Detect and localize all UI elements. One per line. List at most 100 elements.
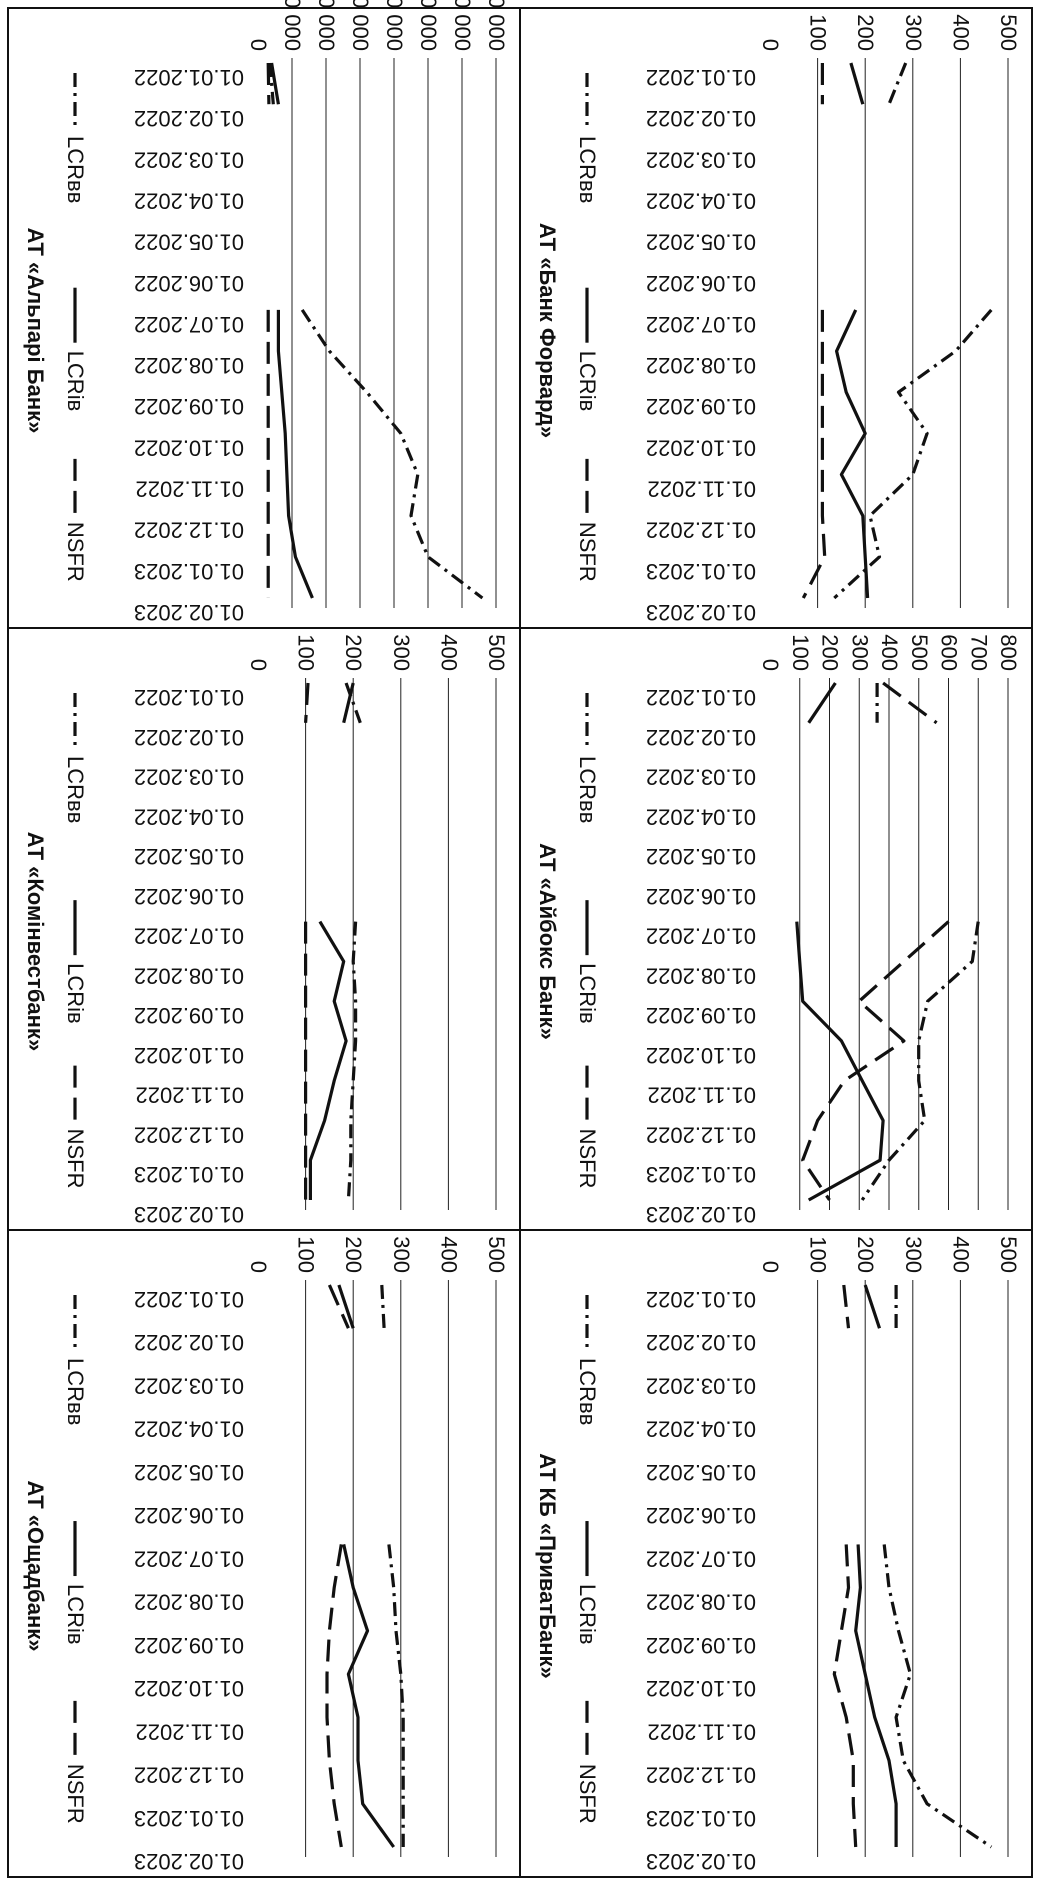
y-tick-label: 300 xyxy=(901,14,926,51)
y-tick-label: 0 xyxy=(758,659,783,671)
series-line xyxy=(795,921,885,1202)
legend-label: LCRiв xyxy=(575,963,600,1024)
x-tick-label: 01.04.2022 xyxy=(134,804,244,829)
x-tick-label: 01.10.2022 xyxy=(646,1043,756,1068)
series-line xyxy=(863,1284,882,1329)
x-tick-label: 01.11.2022 xyxy=(136,477,244,502)
chart-panel: 0 100 200 300 400 500 01.01.2022 01.02.2022 01.0… xyxy=(23,1236,509,1874)
x-tick-label: 01.04.2022 xyxy=(646,1417,756,1442)
y-tick-label: 100 xyxy=(806,1236,831,1273)
series-line xyxy=(266,62,271,105)
x-tick-label: 01.07.2022 xyxy=(134,312,244,337)
x-tick-label: 01.11.2022 xyxy=(648,477,756,502)
x-tick-label: 01.07.2022 xyxy=(134,924,244,949)
chart-panel: 0 100 200 300 400 500 01.01.2022 01.02.2022 01.0… xyxy=(535,1236,1021,1874)
y-tick-label: 200 xyxy=(853,1236,878,1273)
x-tick-label: 01.02.2023 xyxy=(134,1202,244,1227)
chart-panel: 0 100 200 300 400 500 01.01.2022 01.02.2022 01.0… xyxy=(23,634,509,1227)
x-tick-label: 01.04.2022 xyxy=(134,188,244,213)
x-tick-label: 01.03.2022 xyxy=(134,147,244,172)
y-tick-label: 10 000 xyxy=(280,0,305,51)
series-line xyxy=(346,921,358,1201)
x-tick-label: 01.01.2023 xyxy=(646,559,756,584)
x-tick-label: 01.08.2022 xyxy=(646,353,756,378)
x-tick-label: 01.12.2022 xyxy=(646,518,756,543)
series-line xyxy=(342,1544,395,1848)
series-line xyxy=(801,309,827,599)
x-tick-label: 01.02.2022 xyxy=(646,106,756,131)
x-tick-label: 01.11.2022 xyxy=(648,1083,756,1108)
x-tick-label: 01.01.2022 xyxy=(646,65,756,90)
series-line xyxy=(300,309,484,600)
legend-label: LCRiв xyxy=(63,351,88,412)
series-line xyxy=(308,920,348,1200)
series-line xyxy=(882,1544,993,1849)
series-line xyxy=(887,62,908,105)
series-line xyxy=(270,62,280,105)
series-line xyxy=(807,682,837,724)
x-tick-label: 01.08.2022 xyxy=(646,1590,756,1615)
x-tick-label: 01.11.2022 xyxy=(648,1719,756,1744)
series-line xyxy=(380,1284,386,1329)
chart-panel: 0 100 200 300 400 500 01.01.2022 01.02.2022 01.0… xyxy=(535,14,1021,625)
x-tick-label: 01.01.2023 xyxy=(134,1162,244,1187)
x-tick-label: 01.01.2023 xyxy=(134,1806,244,1831)
x-tick-label: 01.01.2022 xyxy=(646,685,756,710)
chart-title: АТ «Банк Форвард» xyxy=(535,223,560,438)
series-line xyxy=(835,309,870,599)
x-tick-label: 01.06.2022 xyxy=(134,271,244,296)
x-tick-label: 01.01.2022 xyxy=(646,1287,756,1312)
chart-title: АТ «Айбокс Банк» xyxy=(535,843,560,1040)
y-tick-label: 100 xyxy=(806,14,831,51)
y-tick-label: 50 000 xyxy=(416,0,441,51)
x-tick-label: 01.03.2022 xyxy=(134,1373,244,1398)
x-tick-label: 01.06.2022 xyxy=(646,1503,756,1528)
x-tick-label: 01.02.2022 xyxy=(646,1330,756,1355)
series-line xyxy=(342,682,355,724)
y-tick-label: 300 xyxy=(847,634,872,671)
series-line xyxy=(304,682,310,723)
legend-label: NSFR xyxy=(575,1764,600,1824)
legend-label: LCRвв xyxy=(63,756,88,823)
x-tick-label: 01.05.2022 xyxy=(134,1460,244,1485)
y-tick-label: 0 xyxy=(246,39,271,51)
x-tick-label: 01.09.2022 xyxy=(646,1633,756,1658)
series-line xyxy=(337,1284,355,1329)
x-tick-label: 01.01.2023 xyxy=(134,559,244,584)
y-tick-label: 700 xyxy=(966,634,991,671)
y-tick-label: 800 xyxy=(996,634,1021,671)
x-tick-label: 01.01.2023 xyxy=(646,1806,756,1831)
x-tick-label: 01.02.2023 xyxy=(646,1202,756,1227)
x-tick-label: 01.08.2022 xyxy=(134,1590,244,1615)
x-tick-label: 01.05.2022 xyxy=(646,1460,756,1485)
x-tick-label: 01.10.2022 xyxy=(134,1676,244,1701)
x-tick-label: 01.02.2023 xyxy=(134,600,244,625)
x-tick-label: 01.05.2022 xyxy=(646,230,756,255)
y-tick-label: 200 xyxy=(341,634,366,671)
y-tick-label: 500 xyxy=(996,1236,1021,1273)
x-tick-label: 01.04.2022 xyxy=(646,804,756,829)
legend-label: NSFR xyxy=(63,1764,88,1824)
x-tick-label: 01.12.2022 xyxy=(646,1763,756,1788)
x-tick-label: 01.09.2022 xyxy=(134,1003,244,1028)
x-tick-label: 01.08.2022 xyxy=(134,353,244,378)
legend-label: LCRвв xyxy=(63,136,88,203)
legend-label: LCRiв xyxy=(63,1584,88,1645)
series-line xyxy=(832,1544,858,1848)
x-tick-label: 01.08.2022 xyxy=(134,963,244,988)
y-tick-label: 0 xyxy=(246,659,271,671)
y-tick-label: 400 xyxy=(948,14,973,51)
y-tick-label: 20 000 xyxy=(314,0,339,51)
x-tick-label: 01.04.2022 xyxy=(646,188,756,213)
y-tick-label: 300 xyxy=(389,634,414,671)
legend-label: LCRiв xyxy=(63,963,88,1024)
legend-label: NSFR xyxy=(63,522,88,582)
x-tick-label: 01.01.2022 xyxy=(134,1287,244,1312)
x-tick-label: 01.10.2022 xyxy=(134,435,244,460)
y-tick-label: 300 xyxy=(389,1236,414,1273)
series-line xyxy=(387,1544,405,1847)
series-line xyxy=(842,1284,851,1329)
y-tick-label: 600 xyxy=(937,634,962,671)
series-line xyxy=(801,920,950,1201)
